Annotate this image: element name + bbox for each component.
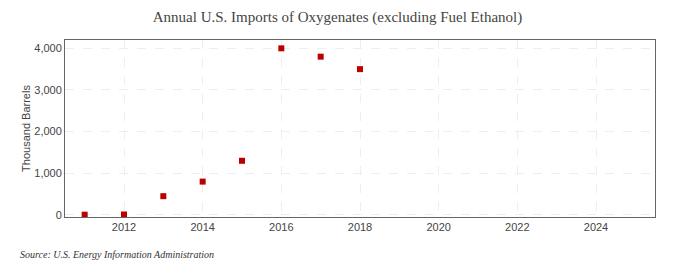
svg-text:3,000: 3,000 (34, 84, 62, 96)
svg-text:Annual U.S. Imports of Oxygena: Annual U.S. Imports of Oxygenates (exclu… (153, 9, 523, 26)
svg-text:Source: U.S. Energy Informatio: Source: U.S. Energy Information Administ… (20, 249, 214, 260)
svg-text:Thousand Barrels: Thousand Barrels (20, 85, 32, 172)
svg-text:2012: 2012 (112, 221, 136, 233)
svg-text:2014: 2014 (190, 221, 214, 233)
svg-text:0: 0 (56, 209, 62, 221)
svg-text:1,000: 1,000 (34, 167, 62, 179)
svg-text:4,000: 4,000 (34, 42, 62, 54)
svg-text:2024: 2024 (584, 221, 608, 233)
svg-text:2018: 2018 (348, 221, 372, 233)
svg-text:2016: 2016 (269, 221, 293, 233)
svg-text:2,000: 2,000 (34, 125, 62, 137)
svg-text:2020: 2020 (426, 221, 450, 233)
svg-text:2022: 2022 (505, 221, 529, 233)
